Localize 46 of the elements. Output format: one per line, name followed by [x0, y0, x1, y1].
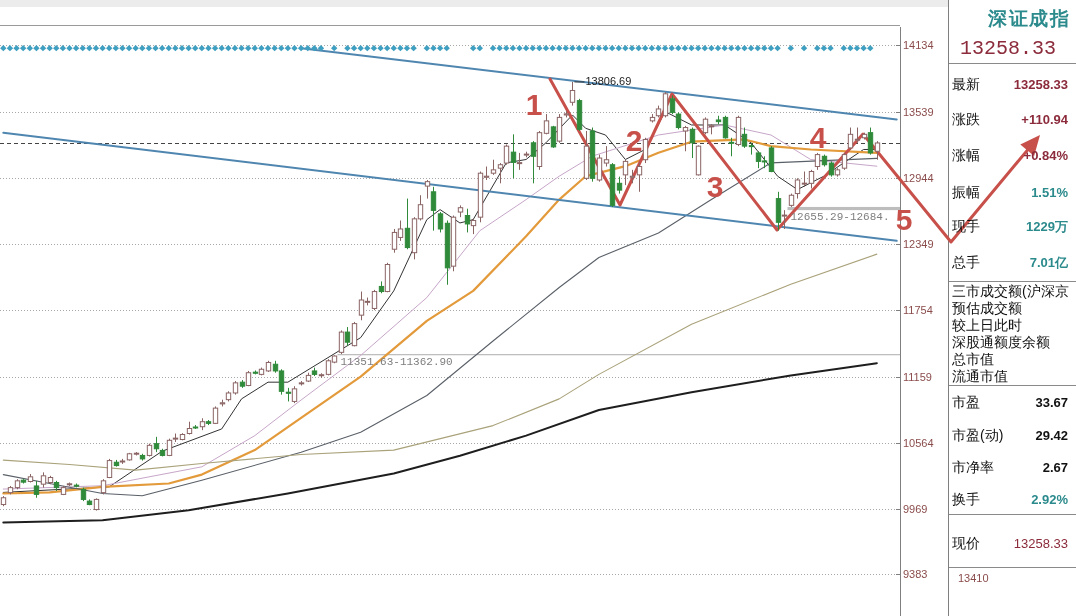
text: 13410 — [958, 571, 989, 584]
text: 总市值 — [951, 350, 994, 367]
text: 振幅 — [952, 183, 980, 200]
text: 市盈 — [952, 393, 980, 410]
text: 预估成交额 — [952, 299, 1022, 316]
text: 涨跌 — [952, 110, 980, 127]
max-note: 13806.69 — [573, 74, 632, 87]
text: 涨幅 — [952, 146, 980, 163]
annotation: 13806.69 — [585, 74, 632, 87]
text: 2.67 — [1042, 459, 1068, 475]
y-tick-label: 13539 — [903, 106, 934, 119]
text: 流通市值 — [952, 367, 1008, 384]
y-tick-label: 12944 — [903, 172, 934, 185]
text: 深证成指 — [987, 7, 1070, 29]
annotation: 1 — [525, 87, 543, 121]
text: +110.94 — [1021, 111, 1069, 127]
text: 7.01亿 — [1029, 254, 1069, 270]
text: 深股通额度余额 — [952, 333, 1050, 350]
text: 1229万 — [1026, 218, 1068, 234]
annotation: 3 — [706, 169, 724, 203]
text: 29.42 — [1035, 427, 1068, 443]
text: 换手 — [952, 490, 980, 507]
y-tick-label: 11754 — [903, 304, 933, 317]
y-tick-label: 14134 — [903, 39, 934, 52]
text: 2.92% — [1031, 491, 1069, 507]
text: 最新 — [952, 75, 980, 92]
text: 三市成交额(沪深京 — [952, 282, 1069, 299]
y-tick-label: 9969 — [903, 503, 928, 516]
text: 1.51% — [1031, 184, 1069, 200]
text: 现价 — [952, 534, 980, 551]
text: 13258.33 — [960, 37, 1057, 60]
text: 总手 — [951, 253, 980, 270]
y-tick-label: 12349 — [903, 238, 934, 251]
annotation: 4 — [809, 120, 827, 154]
y-tick-label: 10564 — [903, 437, 934, 450]
text: +0.84% — [1023, 147, 1069, 163]
text: 市盈(动) — [952, 426, 1004, 443]
band-label: 12655.29-12684. — [790, 211, 890, 224]
text: 13258.33 — [1013, 535, 1068, 551]
y-tick-label: 11159 — [903, 371, 932, 384]
annotation: 2 — [625, 123, 643, 157]
text: 13258.33 — [1013, 76, 1068, 92]
text: 33.67 — [1035, 394, 1068, 410]
text: 较上日此时 — [952, 316, 1022, 333]
y-tick-label: 9383 — [903, 568, 928, 581]
text: 市净率 — [952, 458, 994, 475]
